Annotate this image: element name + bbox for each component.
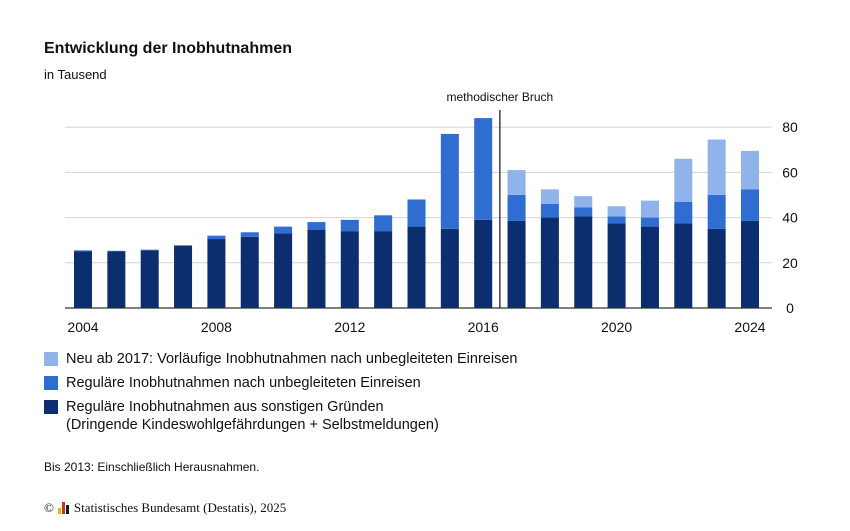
y-tick-label: 60 [782,164,798,180]
bar-segment [741,220,759,308]
bar-segment [407,226,426,308]
bar-segment [340,219,359,232]
bar-segment [640,200,659,218]
legend-swatch [44,400,58,414]
bar-segment [307,230,326,308]
bar-segment [741,150,759,190]
bar-segment [507,220,526,308]
bar-segment [640,217,659,227]
bar-segment [340,231,359,308]
bar-segment [140,250,159,308]
bar-segment [474,118,493,220]
source-text: Statistisches Bundesamt (Destatis), 2025 [73,500,287,515]
legend-label: Reguläre Inobhutnahmen aus sonstigen Grü… [66,399,384,415]
bar-segment [741,189,759,221]
bar-segment [174,245,193,308]
bar-segment [540,189,559,204]
destatis-logo-icon [57,502,70,514]
legend-item-sonstige: Reguläre Inobhutnahmen aus sonstigen Grü… [44,398,517,434]
bar-segment [240,232,259,237]
bar-segment [607,206,626,217]
x-tick-label: 2008 [201,319,232,335]
bar-segment [274,226,293,234]
legend-item-vorlaeufig: Neu ab 2017: Vorläufige Inobhutnahmen na… [44,350,517,368]
bar-segment [374,231,393,308]
bar-segment [607,216,626,224]
bar-segment [74,250,92,252]
bar-segment [574,207,593,217]
bar-segment [474,219,493,308]
x-tick-label: 2024 [734,319,765,335]
source-line: © Statistisches Bundesamt (Destatis), 20… [44,500,286,516]
bar-segment [707,139,726,195]
y-tick-label: 80 [782,119,798,135]
bar-segment [240,236,259,308]
legend-swatch [44,376,58,390]
bar-segment [407,199,426,227]
bar-segment [674,223,693,308]
bar-segment [707,194,726,229]
x-tick-label: 2004 [67,319,98,335]
x-tick-label: 2020 [601,319,632,335]
chart-title: Entwicklung der Inobhutnahmen [44,40,292,57]
legend-item-unbegleitet: Reguläre Inobhutnahmen nach unbegleitete… [44,374,517,392]
bar-segment [374,215,393,232]
legend-label: Neu ab 2017: Vorläufige Inobhutnahmen na… [66,351,518,367]
bar-segment [674,201,693,224]
bar-segment [574,216,593,308]
bar-segment [207,235,226,240]
chart-subtitle: in Tausend [44,67,107,82]
legend-label: Reguläre Inobhutnahmen nach unbegleitete… [66,375,421,391]
legend-swatch [44,352,58,366]
legend-label-detail: (Dringende Kindeswohlgefährdungen + Selb… [66,417,439,433]
x-tick-label: 2012 [334,319,365,335]
bar-segment [540,217,559,308]
bar-segment [674,158,693,202]
bar-segment [174,245,193,246]
bar-segment [574,196,593,208]
bar-segment [140,249,159,251]
bar-segment [440,133,459,229]
bar-segment [440,228,459,308]
bar-segment [507,170,526,195]
bar-segment [74,251,92,308]
bar-segment [540,204,559,218]
copyright-symbol: © [44,500,54,515]
y-tick-label: 0 [786,300,794,316]
x-tick-label: 2016 [468,319,499,335]
bar-segment [307,222,326,230]
bar-segment [274,233,293,308]
bar-segment [507,194,526,221]
bar-segment [107,250,126,252]
y-tick-label: 20 [782,255,798,271]
y-tick-label: 40 [782,210,798,226]
bar-segment [707,228,726,308]
legend: Neu ab 2017: Vorläufige Inobhutnahmen na… [44,350,517,440]
bar-segment [607,223,626,308]
bar-segment [207,239,226,308]
bar-chart: 0 20 40 60 80 2004 2008 2012 2016 2020 2024 methodi… [65,90,798,335]
bar-segment [107,251,126,308]
break-annotation: methodischer Bruch [447,90,554,104]
footnote: Bis 2013: Einschließlich Herausnahmen. [44,460,260,474]
bar-segment [640,226,659,308]
